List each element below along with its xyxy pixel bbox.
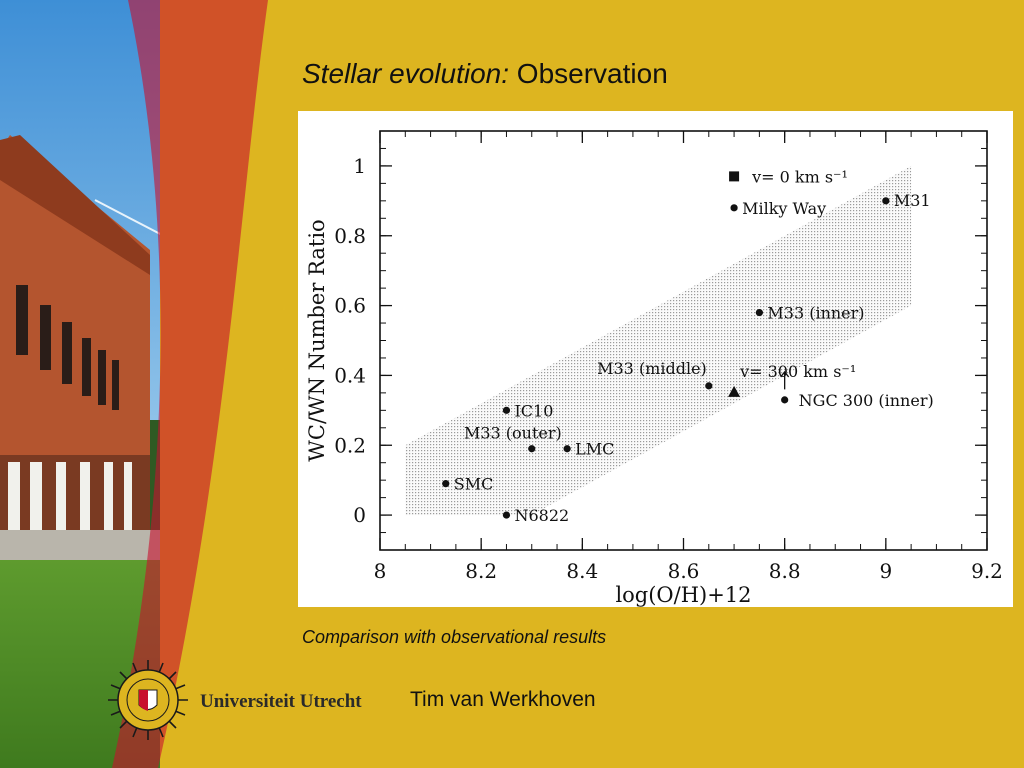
point-m33-inner <box>755 308 763 317</box>
y-tick-label: 0.4 <box>334 363 366 387</box>
shaded-band <box>405 165 912 516</box>
model-point-label: v= 300 km s⁻¹ <box>739 362 856 381</box>
x-tick-label: 8.6 <box>668 559 700 583</box>
point-milky-way <box>730 204 738 212</box>
point-label-m33-inner: M33 (inner) <box>767 304 864 323</box>
chart-panel: 8 8.2 8.4 8.6 8.8 9 9.2 0 0.2 0.4 0.6 0.8 1 log(O/H)… <box>298 111 1013 607</box>
tick-labels: 8 8.2 8.4 8.6 8.8 9 9.2 0 0.2 0.4 0.6 0.8 1 <box>334 154 1003 583</box>
slide-title-italic: Stellar evolution: <box>302 58 510 89</box>
lower-limit-arrowhead <box>780 370 790 378</box>
y-tick-label: 0 <box>353 503 366 527</box>
decorative-curve <box>112 0 268 768</box>
x-tick-label: 8.8 <box>769 559 801 583</box>
slide-title-plain: Observation <box>516 58 668 89</box>
legend-square-marker <box>729 171 740 182</box>
data-points: M31 Milky Way M33 (inner) M33 (middle) NGC 3… <box>442 191 934 525</box>
x-axis-label: log(O/H)+12 <box>615 583 751 607</box>
y-axis-label: WC/WN Number Ratio <box>305 219 329 461</box>
x-tick-label: 9 <box>879 559 892 583</box>
legend: v= 0 km s⁻¹ <box>729 167 848 186</box>
point-label-ngc-300-inner: NGC 300 (inner) <box>799 391 934 410</box>
axis-ticks <box>379 131 988 550</box>
y-tick-label: 1 <box>353 154 366 178</box>
university-seal-logo <box>108 660 188 740</box>
legend-label: v= 0 km s⁻¹ <box>751 167 848 186</box>
point-label-m33-middle: M33 (middle) <box>597 359 707 378</box>
point-label-n6822: N6822 <box>514 506 569 525</box>
point-m31 <box>882 197 890 205</box>
x-tick-label: 9.2 <box>971 559 1003 583</box>
point-lmc <box>563 445 571 453</box>
figure-caption: Comparison with observational results <box>302 627 607 647</box>
point-smc <box>442 480 450 488</box>
point-label-smc: SMC <box>454 475 494 494</box>
point-m33-middle <box>705 382 713 390</box>
point-label-m31: M31 <box>894 191 931 210</box>
scatter-chart: 8 8.2 8.4 8.6 8.8 9 9.2 0 0.2 0.4 0.6 0.8 1 log(O/H)… <box>305 130 1003 607</box>
point-label-m33-outer: M33 (outer) <box>464 424 562 443</box>
point-ic10 <box>502 406 511 414</box>
x-tick-label: 8 <box>374 559 387 583</box>
x-tick-label: 8.2 <box>465 559 497 583</box>
point-m33-outer <box>528 445 536 453</box>
x-tick-label: 8.4 <box>566 559 598 583</box>
author-name: Tim van Werkhoven <box>410 688 596 711</box>
y-tick-label: 0.8 <box>334 224 366 248</box>
y-tick-label: 0.2 <box>334 433 366 457</box>
point-label-lmc: LMC <box>575 440 614 459</box>
point-n6822 <box>502 511 511 519</box>
university-name: Universiteit Utrecht <box>200 691 362 712</box>
y-tick-label: 0.6 <box>334 294 366 318</box>
point-ngc-300-inner <box>781 396 789 404</box>
point-label-milky-way: Milky Way <box>742 199 826 218</box>
point-label-ic10: IC10 <box>514 401 553 420</box>
slide-title: Stellar evolution: Observation <box>302 58 668 90</box>
model-triangle-marker <box>728 385 741 397</box>
